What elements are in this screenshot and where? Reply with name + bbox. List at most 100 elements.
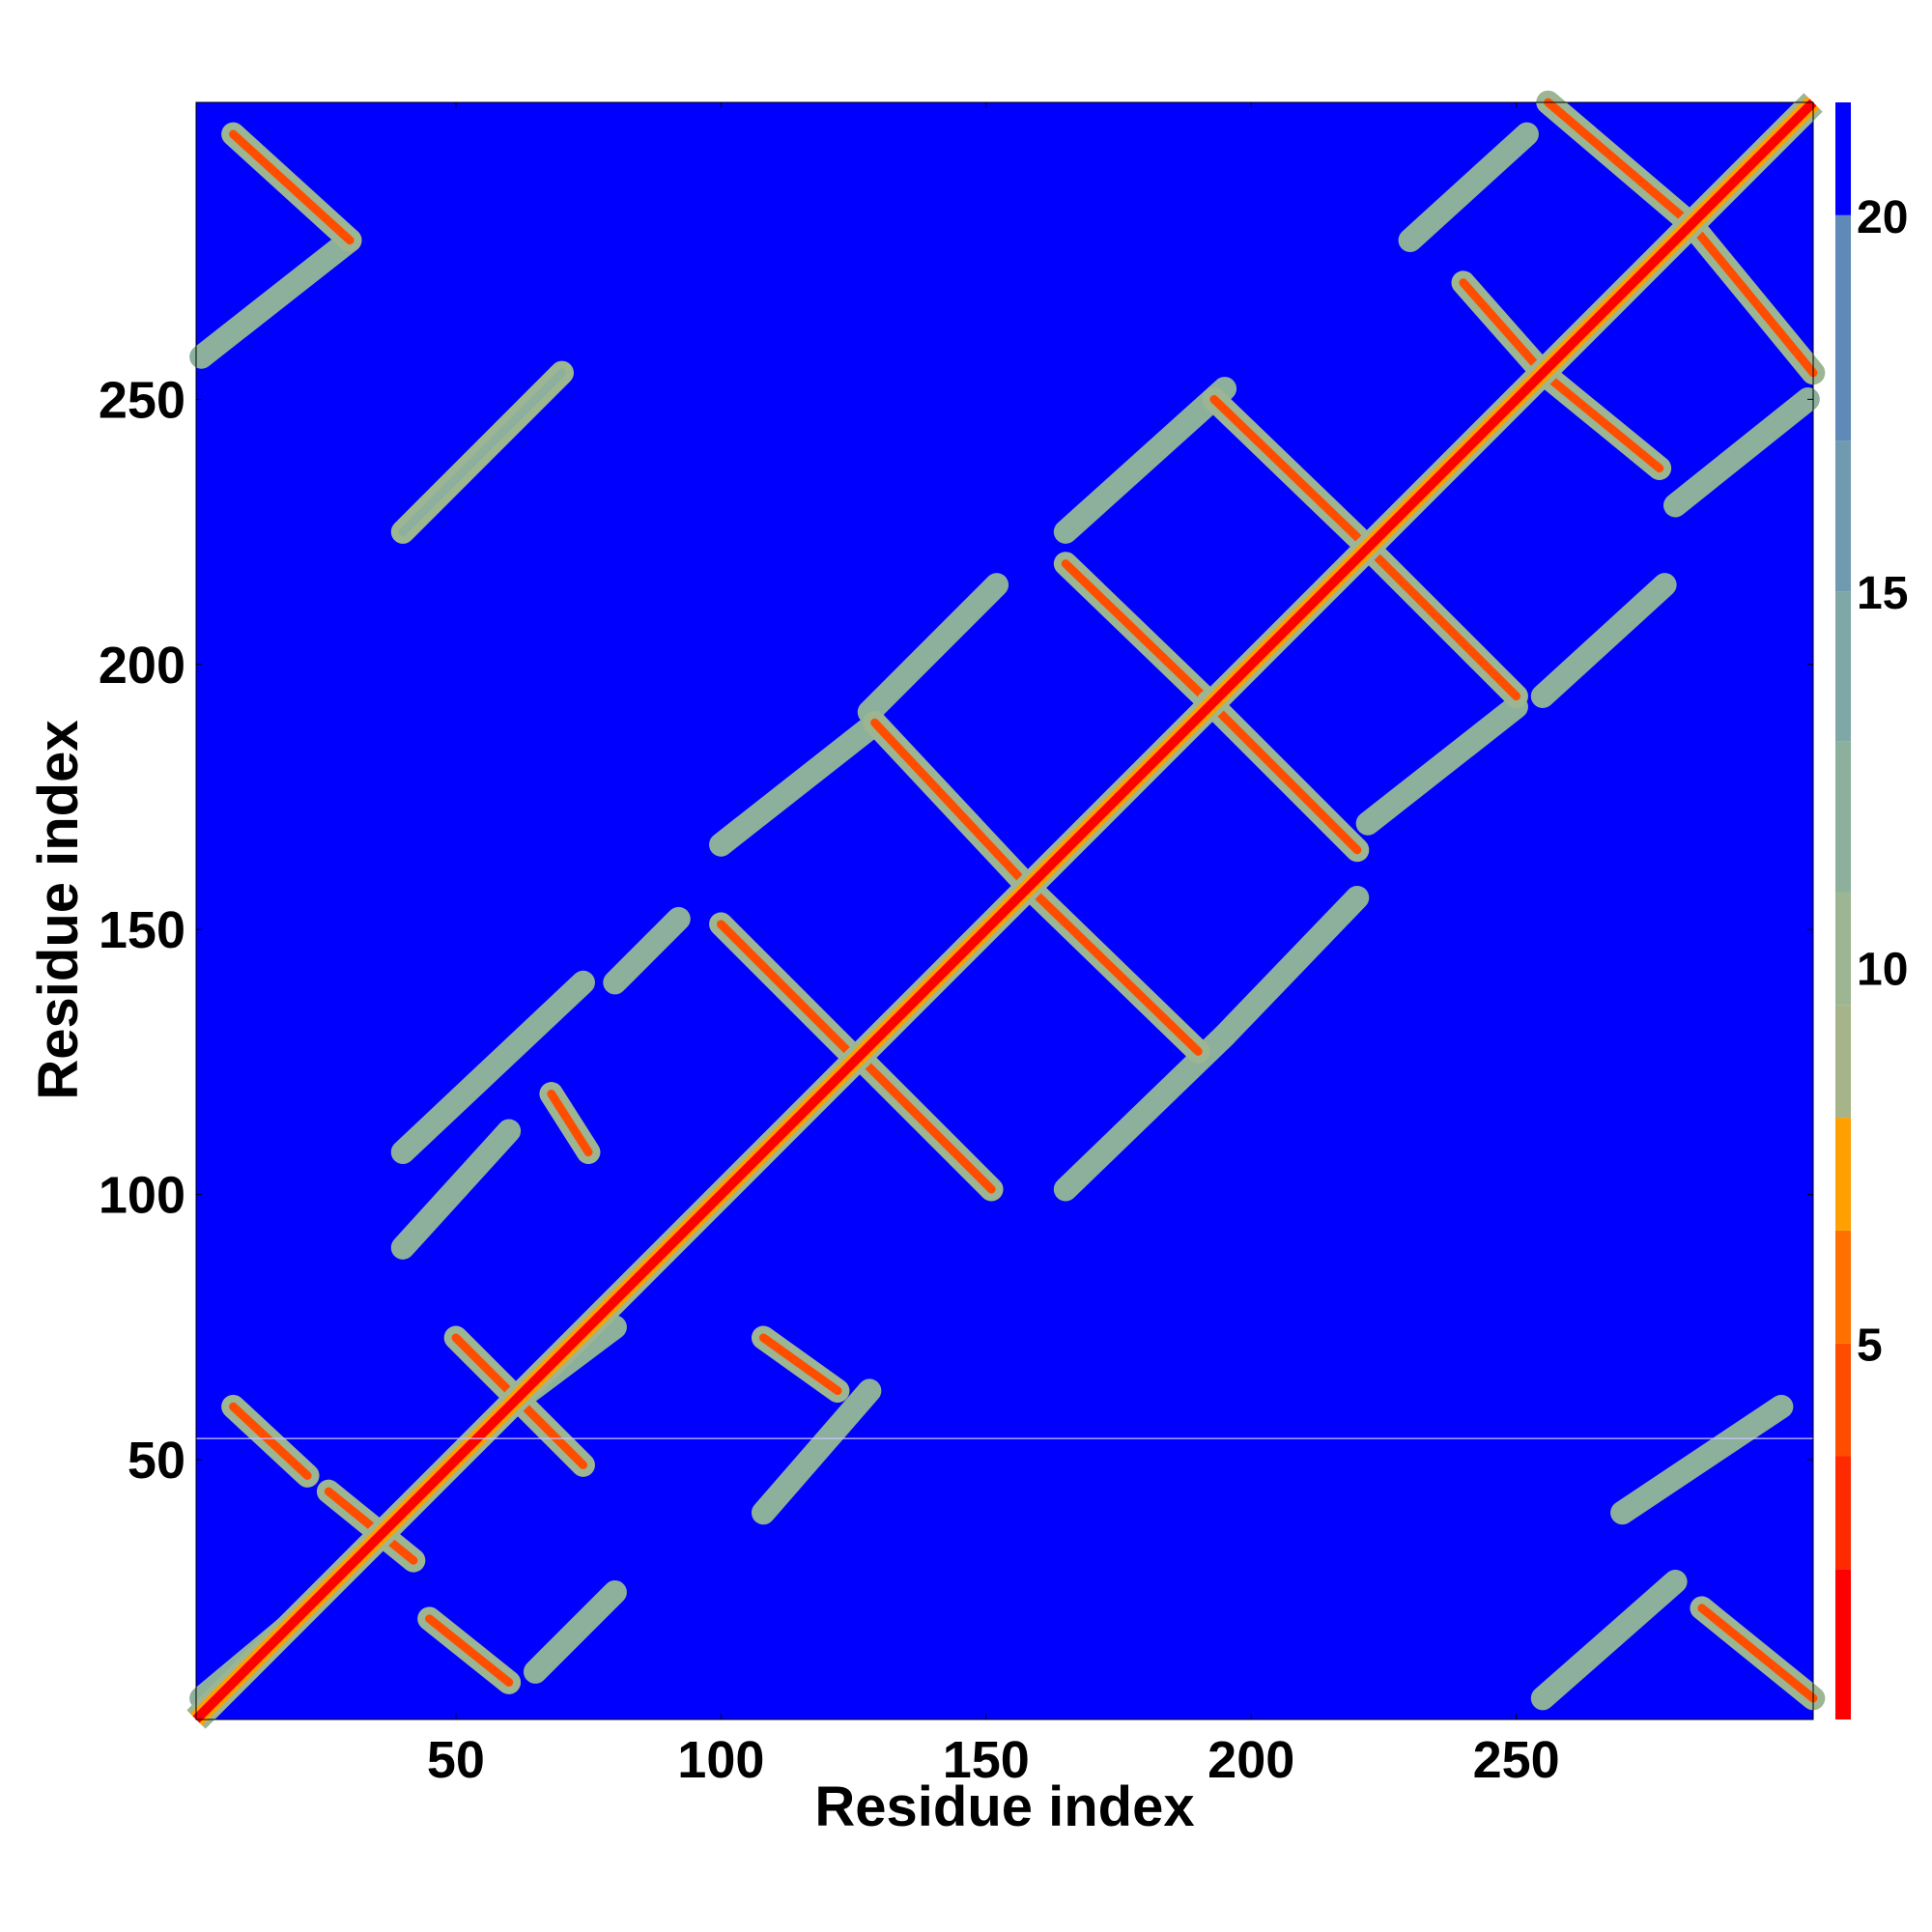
colorbar-ticks: 5 10 15 20 — [1857, 192, 1908, 1372]
anti-diagonal-band — [1690, 1596, 1826, 1711]
anti-diagonal-band-core — [1024, 882, 1203, 1056]
anti-diagonal-band — [1202, 387, 1370, 550]
parallel-band — [751, 1378, 882, 1525]
parallel-band-halo — [523, 1579, 627, 1684]
anti-diagonal-band — [221, 122, 362, 253]
colorbar-tick-label: 10 — [1857, 944, 1908, 995]
y-tick-label: 200 — [99, 637, 185, 695]
colorbar-segment — [1835, 1343, 1851, 1457]
anti-diagonal-band-core — [1363, 543, 1521, 701]
parallel-band-halo — [603, 906, 691, 995]
anti-diagonal-band-core — [547, 1089, 593, 1157]
anti-diagonal-band-core — [854, 1052, 996, 1194]
parallel-band — [390, 1119, 522, 1260]
x-axis-title: Residue index — [814, 1776, 1194, 1838]
colorbar-segment — [1835, 440, 1851, 592]
anti-diagonal-band — [1053, 552, 1221, 714]
anti-diagonal-band — [1016, 874, 1210, 1064]
x-tick-label: 150 — [943, 1731, 1030, 1789]
colorbar-segment — [1835, 1569, 1851, 1719]
parallel-band — [1530, 1569, 1688, 1711]
parallel-band — [189, 228, 362, 369]
y-axis-title: Residue index — [27, 720, 90, 1099]
parallel-band-halo — [189, 228, 362, 369]
parallel-band-halo — [390, 1119, 522, 1260]
parallel-band-halo — [1053, 377, 1237, 544]
x-tick-label: 50 — [427, 1731, 485, 1789]
parallel-band-halo — [709, 716, 882, 857]
parallel-band-halo — [1530, 573, 1677, 709]
anti-diagonal-band — [1536, 90, 1704, 237]
plot-frame — [195, 101, 1814, 1720]
anti-diagonal-band-core — [870, 718, 1034, 892]
anti-diagonal-band — [709, 912, 866, 1069]
parallel-band — [1355, 695, 1528, 836]
anti-diagonal-band — [846, 1044, 1004, 1202]
parallel-band-halo — [751, 1378, 882, 1525]
colorbar-tick-label: 5 — [1857, 1321, 1883, 1372]
colorbar-segment — [1835, 741, 1851, 893]
parallel-band — [390, 970, 595, 1165]
anti-diagonal-band-core — [229, 1402, 312, 1480]
y-tick-label: 50 — [128, 1432, 185, 1490]
colorbar-segment — [1835, 591, 1851, 742]
colorbar-tick-label: 15 — [1857, 568, 1908, 619]
y-tick-label: 150 — [99, 901, 185, 959]
parallel-band — [1398, 122, 1539, 253]
anti-diagonal-band — [1196, 689, 1370, 863]
anti-diagonal-band — [751, 1325, 850, 1404]
colorbar-segment — [1835, 892, 1851, 1006]
anti-diagonal-band-core — [398, 368, 567, 536]
parallel-band — [1662, 387, 1820, 518]
anti-diagonal-band — [1355, 535, 1528, 709]
colorbar — [1835, 102, 1851, 1719]
parallel-band-halo — [1355, 695, 1528, 836]
anti-diagonal-band — [1679, 212, 1826, 385]
y-axis-ticks: 50 100 150 200 250 — [99, 371, 1813, 1490]
x-axis-ticks: 50 100 150 200 250 — [427, 102, 1560, 1789]
anti-diagonal-band-core — [758, 1333, 842, 1396]
colorbar-segment — [1835, 1456, 1851, 1570]
main-diagonal-line — [192, 99, 1817, 1723]
x-tick-label: 250 — [1473, 1731, 1560, 1789]
parallel-band-halo — [857, 573, 1009, 724]
anti-diagonal-band — [1530, 360, 1672, 481]
y-tick-label: 250 — [99, 371, 185, 429]
anti-diagonal-band-core — [1204, 696, 1362, 855]
parallel-band — [603, 906, 691, 995]
anti-diagonal-band-core — [1459, 278, 1548, 378]
colorbar-tick-label: 20 — [1857, 192, 1908, 243]
anti-diagonal-band-core — [1209, 394, 1362, 542]
heatmap-plot-area — [186, 90, 1826, 1729]
parallel-band — [709, 716, 882, 857]
parallel-band-halo — [1212, 885, 1370, 1048]
parallel-band-halo — [1530, 1569, 1688, 1711]
colorbar-segment — [1835, 214, 1851, 441]
parallel-band-halo — [1662, 387, 1820, 518]
anti-diagonal-band-core — [229, 129, 355, 245]
anti-diagonal-band-core — [716, 920, 858, 1062]
parallel-band — [523, 1579, 627, 1684]
parallel-band-halo — [390, 970, 595, 1165]
anti-diagonal-band-core — [1061, 559, 1213, 706]
colorbar-segment — [1835, 1005, 1851, 1119]
anti-diagonal-band — [539, 1082, 601, 1165]
anti-diagonal-band-core — [1544, 98, 1696, 229]
x-tick-label: 100 — [677, 1731, 764, 1789]
anti-diagonal-band — [1451, 270, 1555, 385]
colorbar-segment — [1835, 1230, 1851, 1344]
parallel-band — [1053, 377, 1237, 544]
anti-diagonal-band — [221, 1394, 320, 1488]
parallel-band-halo — [1610, 1394, 1794, 1525]
anti-diagonal-band-core — [1538, 368, 1664, 473]
parallel-band — [1610, 1394, 1794, 1525]
parallel-band — [857, 573, 1009, 724]
colorbar-segment — [1835, 1118, 1851, 1231]
parallel-band — [1530, 573, 1677, 709]
anti-diagonal-band — [863, 710, 1041, 899]
anti-diagonal-band-core — [1697, 1604, 1818, 1703]
anti-diagonal-band — [390, 360, 575, 544]
main-diagonal — [186, 93, 1823, 1729]
x-tick-label: 200 — [1208, 1731, 1294, 1789]
